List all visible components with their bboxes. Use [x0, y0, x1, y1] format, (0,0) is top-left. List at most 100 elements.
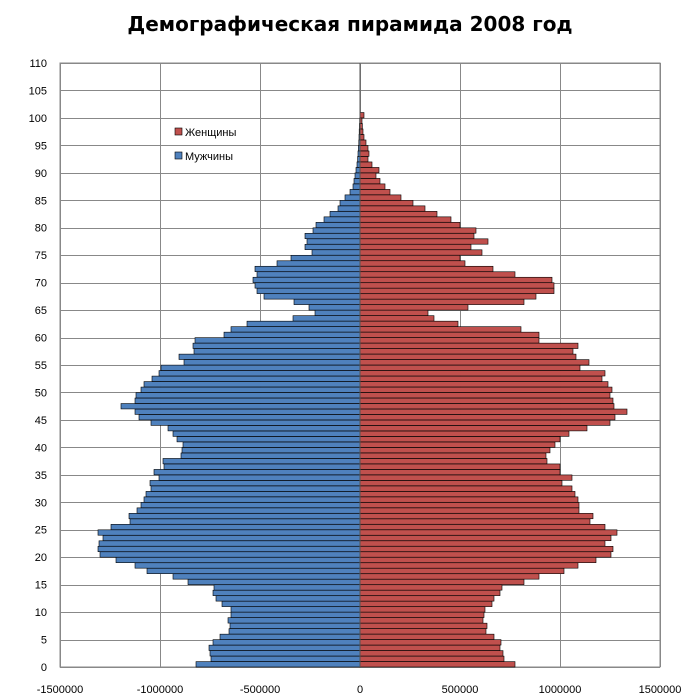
bar-women-age-50	[359, 386, 613, 393]
bar-men-age-78	[304, 233, 361, 240]
bar-women-age-84	[359, 200, 414, 207]
bar-men-age-50	[140, 386, 361, 393]
bar-men-age-5	[219, 633, 361, 640]
bar-men-age-3	[208, 644, 361, 651]
legend-swatch	[174, 127, 183, 136]
bar-women-age-55	[359, 359, 590, 366]
bar-women-age-22	[359, 540, 606, 547]
bar-men-age-77	[306, 238, 361, 245]
bar-women-age-78	[359, 233, 475, 240]
bar-men-age-69	[254, 282, 361, 289]
y-tick-label: 85	[35, 195, 47, 207]
bar-men-age-40	[182, 441, 361, 448]
bar-women-age-19	[359, 556, 597, 563]
y-tick-label: 90	[35, 168, 47, 180]
y-tick-label: 25	[35, 525, 47, 537]
bar-women-age-73	[359, 260, 466, 267]
bar-women-age-86	[359, 189, 391, 196]
bar-men-age-76	[304, 244, 361, 250]
bar-men-age-26	[129, 518, 361, 525]
bar-men-age-74	[290, 254, 361, 261]
bar-men-age-89	[354, 172, 361, 179]
bar-women-age-93	[359, 150, 370, 157]
bar-men-age-54	[160, 364, 361, 371]
bar-women-age-95	[359, 139, 367, 146]
bar-women-age-27	[359, 513, 594, 520]
bar-women-age-14	[359, 584, 503, 591]
bar-men-age-38	[180, 452, 361, 459]
bar-women-age-29	[359, 502, 580, 509]
bar-men-age-19	[115, 556, 361, 563]
y-tick-label: 35	[35, 470, 47, 482]
bar-men-age-80	[315, 222, 361, 229]
y-tick-label: 55	[35, 360, 47, 372]
y-tick-label: 10	[35, 607, 47, 619]
bar-men-age-27	[128, 513, 361, 520]
bar-women-age-63	[359, 315, 435, 322]
legend-swatch	[174, 151, 183, 160]
bar-women-age-48	[359, 397, 614, 404]
bar-men-age-15	[187, 578, 361, 585]
bar-men-age-53	[158, 370, 361, 377]
series-men	[97, 112, 361, 668]
bar-women-age-25	[359, 524, 606, 531]
y-tick-label: 80	[35, 223, 47, 235]
bar-men-age-61	[230, 326, 361, 333]
legend: Женщины Мужчины	[174, 127, 236, 163]
bar-women-age-10	[359, 606, 486, 613]
bar-women-age-31	[359, 491, 576, 498]
bar-women-age-30	[359, 496, 579, 503]
bar-women-age-72	[359, 265, 494, 272]
bar-women-age-92	[359, 156, 369, 163]
bar-women-age-9	[359, 611, 485, 618]
bar-women-age-38	[359, 452, 547, 459]
bar-men-age-21	[97, 546, 361, 552]
bar-men-age-16	[172, 573, 361, 580]
bar-men-age-22	[98, 540, 361, 547]
bar-men-age-7	[229, 622, 361, 629]
x-tick-label: -1000000	[137, 684, 184, 696]
bar-men-age-47	[120, 403, 361, 410]
bar-women-age-66	[359, 298, 525, 305]
bar-men-age-87	[352, 183, 361, 190]
bar-men-age-49	[135, 392, 361, 399]
bar-women-age-91	[359, 161, 373, 168]
bar-women-age-28	[359, 507, 580, 514]
y-tick-label: 60	[35, 333, 47, 345]
y-tick-label: 110	[29, 58, 47, 70]
bar-women-age-69	[359, 282, 555, 289]
bar-men-age-71	[256, 271, 361, 278]
bar-women-age-74	[359, 254, 461, 261]
bar-men-age-29	[140, 502, 361, 509]
y-tick-label: 40	[35, 442, 47, 454]
bar-women-age-96	[359, 134, 365, 141]
bar-men-age-84	[339, 200, 361, 207]
bar-women-age-75	[359, 249, 483, 256]
bar-men-age-64	[314, 309, 361, 316]
bar-women-age-39	[359, 447, 551, 454]
bar-men-age-41	[176, 436, 361, 443]
bar-men-age-67	[263, 293, 361, 300]
bar-men-age-73	[276, 260, 361, 267]
bar-men-age-63	[292, 315, 361, 322]
y-tick-label: 15	[35, 580, 47, 592]
bar-men-age-52	[151, 375, 361, 382]
bar-women-age-53	[359, 370, 606, 377]
bar-women-age-3	[359, 644, 501, 651]
bar-men-age-36	[163, 463, 361, 470]
x-tick-label: 500000	[442, 684, 479, 696]
bar-men-age-51	[143, 381, 361, 388]
bar-men-age-13	[212, 589, 361, 596]
bar-women-age-0	[359, 661, 516, 668]
bar-women-age-81	[359, 216, 452, 223]
y-tick-label: 45	[35, 415, 47, 427]
bar-women-age-21	[359, 546, 614, 552]
bar-men-age-59	[194, 337, 361, 344]
bar-men-age-83	[337, 205, 361, 212]
bar-women-age-62	[359, 320, 459, 327]
bar-men-age-23	[102, 535, 361, 542]
bar-men-age-86	[349, 189, 361, 196]
bar-women-age-85	[359, 194, 402, 201]
bar-women-age-54	[359, 364, 581, 371]
chart-title: Демографическая пирамида 2008 год	[127, 12, 573, 36]
